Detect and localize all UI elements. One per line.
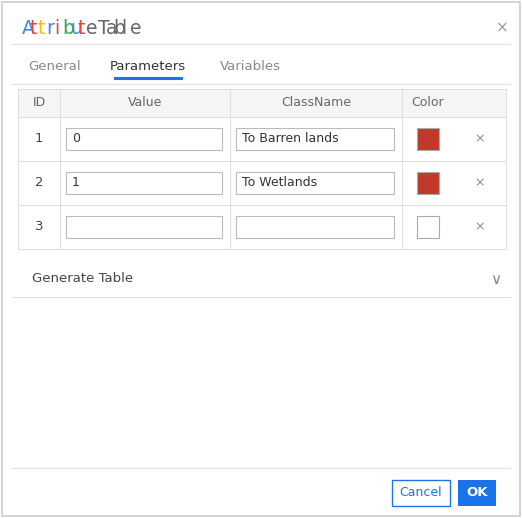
Text: ×: ×	[474, 221, 485, 234]
Text: Color: Color	[412, 96, 444, 109]
Bar	[66, 172, 222, 194]
Text: b: b	[62, 19, 74, 37]
Text: ID: ID	[32, 96, 45, 109]
Text: t: t	[38, 19, 45, 37]
Text: l: l	[122, 19, 127, 37]
Text: To Wetlands: To Wetlands	[242, 177, 317, 190]
Text: 0: 0	[72, 133, 80, 146]
Text: t: t	[78, 19, 86, 37]
Text: u: u	[70, 19, 82, 37]
Text: 2: 2	[35, 177, 43, 190]
Text: Cancel: Cancel	[400, 486, 442, 499]
Bar	[18, 205, 506, 249]
Text: To Barren lands: To Barren lands	[242, 133, 339, 146]
Text: i: i	[54, 19, 59, 37]
Text: Variables: Variables	[219, 61, 280, 74]
Text: 3: 3	[35, 221, 43, 234]
Bar	[66, 216, 222, 238]
Bar	[236, 128, 394, 150]
Text: ×: ×	[474, 133, 485, 146]
Text: a: a	[105, 19, 117, 37]
Text: b: b	[114, 19, 125, 37]
Text: ×: ×	[474, 177, 485, 190]
Text: Generate Table: Generate Table	[32, 272, 133, 285]
Text: ×: ×	[495, 21, 508, 36]
Bar	[18, 161, 506, 205]
Bar	[417, 172, 439, 194]
Text: General: General	[29, 61, 81, 74]
Text: Value: Value	[128, 96, 162, 109]
Text: ClassName: ClassName	[281, 96, 351, 109]
Text: t: t	[30, 19, 38, 37]
Text: e: e	[86, 19, 98, 37]
Text: Parameters: Parameters	[110, 61, 186, 74]
Text: OK: OK	[466, 486, 488, 499]
Bar	[458, 480, 496, 506]
Bar	[417, 128, 439, 150]
Bar	[18, 89, 506, 117]
Bar	[236, 172, 394, 194]
Text: 1: 1	[35, 133, 43, 146]
Text: 1: 1	[72, 177, 80, 190]
Text: r: r	[46, 19, 54, 37]
Bar	[392, 480, 450, 506]
Text: ∨: ∨	[491, 271, 502, 286]
Bar	[18, 117, 506, 161]
Text: e: e	[129, 19, 141, 37]
Text: A: A	[22, 19, 35, 37]
Text: T: T	[98, 19, 109, 37]
Bar	[66, 128, 222, 150]
Bar	[236, 216, 394, 238]
Bar	[417, 216, 439, 238]
